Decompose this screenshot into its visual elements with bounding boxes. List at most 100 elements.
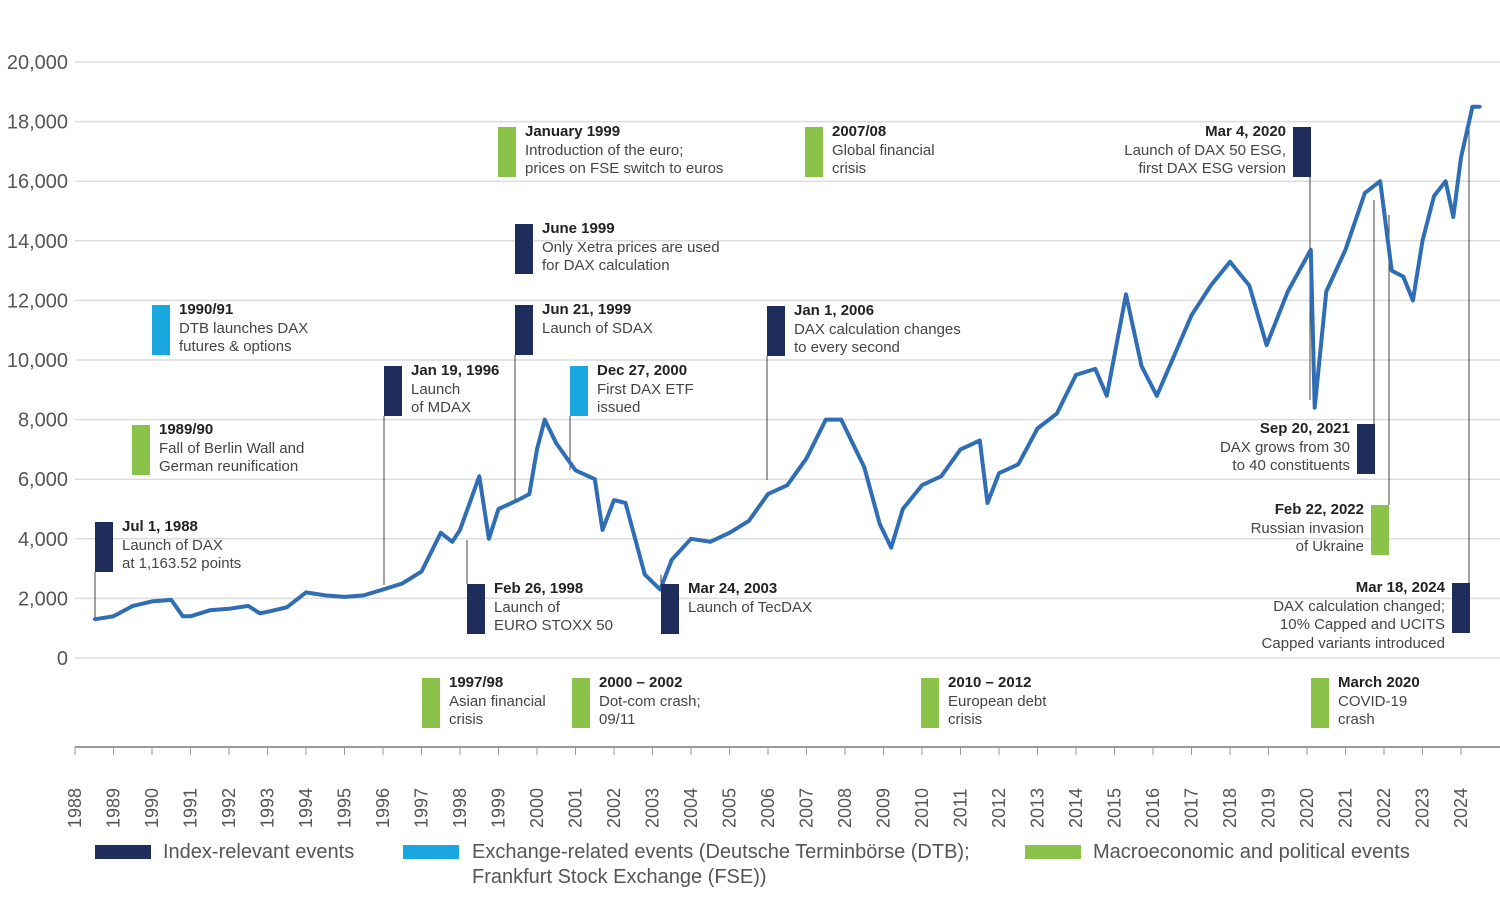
y-tick-label: 20,000 [7, 52, 68, 74]
data-point [728, 531, 731, 535]
data-point [439, 531, 443, 535]
data-point [362, 593, 366, 597]
data-point [1286, 289, 1290, 293]
event-annotation: March 2020 COVID-19 crash [1338, 674, 1420, 730]
event-date: 1997/98 [449, 674, 504, 691]
data-point [985, 501, 989, 505]
event-annotation: June 1999 Only Xetra prices are used for D… [542, 220, 720, 276]
x-tick-label: 2008 [835, 788, 855, 828]
data-point [643, 573, 647, 577]
data-point [658, 587, 662, 591]
data-point [747, 519, 751, 523]
data-point [1124, 292, 1128, 296]
event-description: issued [597, 399, 641, 416]
data-point [1378, 179, 1382, 183]
event-marker-macro [498, 127, 516, 177]
x-tick-label: 2003 [643, 788, 663, 828]
data-point [458, 528, 462, 532]
data-point [593, 477, 597, 481]
event-marker-index [467, 584, 485, 634]
data-point [381, 587, 385, 591]
x-tick-label: 2013 [1028, 788, 1048, 828]
data-point [1444, 179, 1448, 183]
event-description: DAX grows from 30 [1219, 438, 1350, 456]
x-tick-label: 1999 [489, 788, 509, 828]
data-point [878, 522, 882, 526]
event-annotation: 1989/90 Fall of Berlin Wall and German reu… [159, 421, 304, 477]
data-point [477, 474, 481, 478]
data-point [208, 608, 212, 612]
data-point [1471, 105, 1475, 109]
data-point [1411, 298, 1415, 302]
x-tick-label: 2017 [1182, 788, 1202, 828]
x-tick-label: 2010 [912, 788, 932, 828]
data-point [920, 483, 924, 487]
data-point [543, 418, 547, 422]
event-date: June 1999 [542, 220, 615, 237]
data-point [1190, 313, 1193, 317]
event-annotation: Jun 21, 1999 Launch of SDAX [542, 301, 653, 338]
data-point [131, 604, 135, 608]
x-tick-label: 2014 [1066, 788, 1086, 828]
event-description: 09/11 [599, 711, 636, 728]
event-description: of Ukraine [1295, 538, 1364, 555]
event-annotation: 1990/91 DTB launches DAX futures & options [179, 301, 308, 357]
event-description: to 40 constituents [1232, 457, 1350, 474]
data-point [889, 546, 893, 550]
event-annotation: Jan 19, 1996 Launch of MDAX [411, 362, 499, 418]
data-point [1036, 427, 1039, 431]
data-point [1247, 284, 1251, 287]
data-point [1170, 358, 1174, 362]
event-description: Dot-com crash; [599, 692, 701, 710]
x-tick-label: 1988 [65, 788, 85, 828]
data-point [420, 570, 423, 574]
data-point [901, 507, 905, 511]
y-tick-label: 2,000 [18, 588, 68, 610]
x-tick-label: 1995 [335, 788, 355, 828]
event-marker-exchange [570, 366, 588, 416]
event-marker-index [1357, 424, 1375, 474]
x-tick-label: 2004 [681, 788, 701, 828]
event-date: 2007/08 [832, 123, 887, 140]
event-description: DAX calculation changes [794, 320, 961, 338]
legend-label-index: Index-relevant events [163, 841, 355, 863]
data-point [1074, 373, 1078, 377]
data-point [554, 441, 558, 445]
event-description: crisis [948, 711, 983, 728]
data-point [689, 537, 693, 541]
x-tick-label: 2016 [1143, 788, 1163, 828]
event-marker-macro [132, 425, 150, 475]
x-tick-label: 1998 [450, 788, 470, 828]
data-point [181, 614, 185, 618]
data-point [169, 598, 173, 602]
event-date: January 1999 [525, 123, 621, 140]
data-point [150, 599, 154, 603]
x-tick-label: 2011 [951, 789, 971, 828]
x-tick-label: 2019 [1259, 788, 1279, 828]
data-point [535, 447, 539, 451]
x-tick-label: 2007 [797, 788, 817, 828]
event-description: crisis [832, 160, 867, 177]
event-annotation: 2007/08 Global financial crisis [832, 123, 935, 179]
event-marker-index [95, 522, 113, 572]
legend-label-exchange-line1: Exchange-related events (Deutsche Termin… [472, 841, 970, 863]
data-point [997, 471, 1001, 475]
event-marker-index [384, 366, 402, 416]
x-tick-label: 2000 [527, 788, 547, 828]
event-description: Launch [411, 380, 461, 398]
y-tick-label: 14,000 [7, 231, 68, 253]
data-point [978, 438, 982, 442]
event-annotation: Mar 4, 2020 Launch of DAX 50 ESG, first DA… [1124, 123, 1286, 179]
x-tick-label: 2023 [1413, 788, 1433, 828]
event-annotation: Mar 24, 2003 Launch of TecDAX [688, 580, 812, 617]
data-point [266, 610, 269, 614]
event-description: Introduction of the euro; [525, 141, 684, 159]
data-point [246, 604, 250, 608]
data-point [450, 540, 454, 544]
event-annotation: 2010 – 2012 European debt crisis [948, 674, 1046, 730]
event-description: 10% Capped and UCITS [1279, 616, 1445, 633]
data-point [839, 418, 843, 422]
x-tick-label: 1992 [219, 788, 239, 828]
x-tick-label: 2009 [874, 788, 894, 828]
event-marker-index [515, 305, 533, 355]
